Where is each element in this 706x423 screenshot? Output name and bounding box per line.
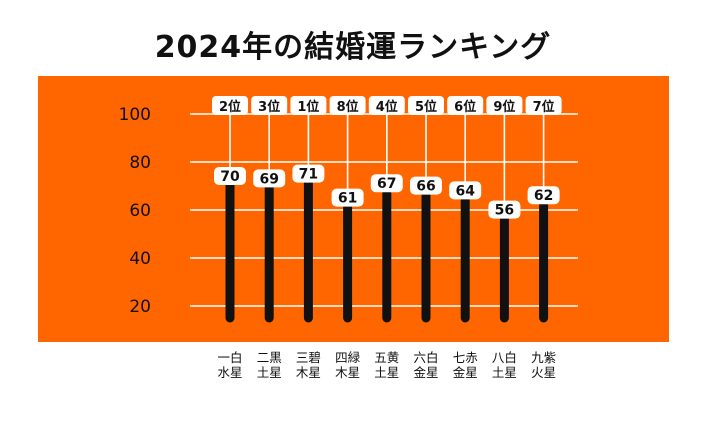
x-tick-label: 土星: [257, 365, 282, 380]
value-label: 64: [455, 183, 475, 199]
rank-label-bg: [251, 96, 288, 115]
rank-label-bg: [486, 96, 523, 115]
plot-panel: [38, 76, 669, 342]
x-tick-label: 七赤: [453, 350, 478, 365]
rank-label-bg: [447, 96, 484, 115]
value-label: 69: [259, 171, 278, 187]
value-label: 67: [377, 176, 396, 192]
x-tick-label: 一白: [217, 350, 242, 365]
value-label-bg: [331, 188, 364, 207]
rank-label-bg: [212, 96, 248, 115]
rank-label: 3位: [258, 99, 280, 115]
value-label-bg: [449, 181, 482, 200]
bars: [225, 179, 549, 323]
value-label-bg: [253, 169, 286, 188]
rank-label: 8位: [337, 99, 359, 115]
rank-label-bg: [290, 96, 327, 115]
rank-label: 9位: [493, 99, 515, 115]
rank-label: 7位: [533, 99, 555, 115]
x-tick-label: 水星: [217, 365, 242, 380]
rank-label: 1位: [297, 99, 319, 115]
rank-label-bg: [368, 96, 405, 115]
x-tick-label: 五黄: [374, 350, 399, 365]
value-label: 56: [495, 203, 514, 219]
value-label-bg: [410, 176, 442, 195]
y-tick-label: 80: [129, 153, 151, 173]
value-label: 62: [534, 188, 553, 204]
y-tick-label: 60: [129, 201, 151, 221]
rank-label-bg: [329, 96, 366, 115]
x-tick-label: 土星: [492, 365, 517, 380]
rank-label: 2位: [219, 99, 241, 115]
value-label: 66: [416, 179, 435, 195]
x-tick-label: 土星: [374, 365, 399, 380]
y-axis: 20 40 60 80 100: [119, 105, 151, 317]
value-label-bg: [292, 164, 325, 183]
rank-label: 6位: [454, 99, 476, 115]
value-label: 70: [220, 169, 240, 185]
y-tick-label: 20: [129, 297, 151, 317]
value-label: 71: [299, 167, 318, 183]
x-tick-label: 三碧: [296, 350, 321, 365]
value-label-bg: [370, 174, 403, 193]
x-tick-label: 金星: [453, 365, 478, 380]
x-tick-label: 八白: [492, 350, 517, 365]
y-tick-label: 40: [129, 249, 151, 269]
y-tick-label: 100: [119, 105, 151, 125]
value-label-bg: [488, 200, 521, 219]
x-tick-label: 六白: [413, 350, 438, 365]
chart-title: 2024年の結婚運ランキング: [154, 30, 552, 65]
x-tick-label: 火星: [531, 365, 556, 380]
value-label: 61: [338, 191, 357, 207]
x-tick-label: 金星: [413, 365, 438, 380]
x-tick-label: 二黒: [257, 350, 282, 365]
x-tick-label: 九紫: [531, 350, 556, 365]
x-tick-label: 木星: [296, 365, 321, 380]
rank-label: 5位: [415, 99, 437, 115]
rank-label-bg: [408, 96, 444, 115]
value-label-bg: [527, 186, 560, 205]
rank-label-bg: [525, 96, 562, 115]
value-labels: 70 69 71 61 67 66 64 56 62: [214, 164, 560, 219]
rank-label: 4位: [376, 99, 398, 115]
x-tick-label: 四緑: [335, 350, 361, 365]
value-label-bg: [214, 167, 246, 185]
x-tick-label: 木星: [335, 365, 360, 380]
